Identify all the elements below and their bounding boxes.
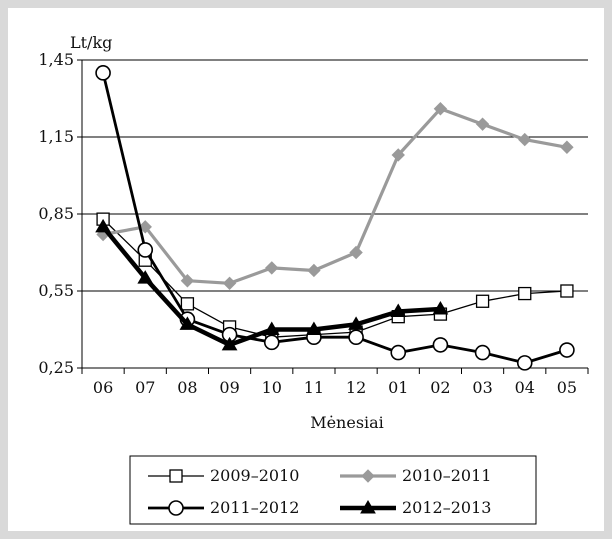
x-tick-label: 12 [346, 378, 366, 397]
data-point [560, 284, 574, 298]
legend-label: 2010–2011 [402, 466, 491, 485]
legend-swatch-marker [168, 500, 184, 516]
series-1 [96, 212, 574, 344]
legend-item: 2009–2010 [148, 466, 299, 485]
data-point [137, 270, 154, 284]
series-line [102, 107, 568, 285]
data-point [475, 117, 490, 131]
data-point [474, 344, 491, 361]
data-point [138, 220, 152, 234]
x-axis-label: Mėnesiai [310, 413, 384, 432]
data-point [390, 344, 407, 361]
y-tick-label: 1,45 [38, 50, 74, 69]
legend-label: 2009–2010 [210, 466, 299, 485]
data-point [432, 337, 449, 353]
series-3 [95, 65, 575, 371]
series-line [102, 218, 567, 338]
y-tick-label: 0,55 [38, 281, 74, 300]
data-point [180, 297, 195, 311]
y-tick-label: 0,25 [38, 358, 74, 377]
legend-swatch-marker [361, 469, 375, 483]
legend-item: 2012–2013 [340, 498, 491, 517]
x-tick-label: 03 [472, 378, 492, 397]
data-point [559, 342, 575, 358]
data-point [348, 329, 364, 346]
y-axis-label: Lt/kg [70, 33, 112, 52]
data-point [179, 316, 196, 330]
data-point [180, 274, 195, 288]
legend-item: 2010–2011 [340, 466, 491, 485]
x-tick-label: 05 [557, 378, 577, 397]
y-tick-label: 1,15 [38, 127, 74, 146]
series-4 [95, 218, 449, 351]
data-point [391, 148, 405, 162]
data-point [518, 132, 532, 147]
data-point [306, 321, 322, 335]
grid-lines [82, 59, 588, 292]
x-tick-label: 06 [93, 378, 113, 397]
data-point [390, 303, 407, 318]
data-point [475, 294, 490, 308]
line-chart: Lt/kg Mėnesiai 1,45 1,15 0,85 0,55 0,25 06 07… [38, 33, 589, 525]
legend-label: 2012–2013 [402, 498, 491, 517]
legend: 2009–2010 2010–2011 2011–2012 2012–2013 [129, 455, 537, 525]
x-tick-labels: 06 07 08 09 10 11 12 01 02 03 04 05 [93, 378, 577, 397]
data-point [137, 242, 154, 258]
chart-panel: Lt/kg Mėnesiai 1,45 1,15 0,85 0,55 0,25 06 07… [8, 8, 604, 531]
data-point [265, 261, 279, 275]
data-point [433, 102, 448, 116]
x-tick-label: 10 [262, 378, 282, 397]
data-point [518, 286, 532, 301]
series-lines [95, 65, 575, 371]
axes [77, 59, 589, 374]
x-tick-label: 09 [219, 378, 239, 397]
legend-box [129, 455, 537, 525]
x-tick-label: 11 [304, 378, 324, 397]
series-line [101, 72, 568, 365]
legend-label: 2011–2012 [210, 498, 299, 517]
data-point [349, 245, 363, 260]
data-point [222, 276, 237, 291]
y-tick-label: 0,85 [38, 204, 74, 223]
data-point [432, 300, 449, 315]
data-point [348, 316, 364, 330]
x-tick-label: 07 [135, 378, 155, 397]
data-point [95, 65, 111, 81]
data-point [95, 218, 111, 233]
data-point [307, 263, 321, 278]
data-point [263, 321, 280, 335]
x-tick-label: 08 [177, 378, 197, 397]
data-point [263, 334, 280, 351]
legend-swatch-marker [360, 500, 376, 514]
y-tick-labels: 1,45 1,15 0,85 0,55 0,25 [38, 50, 74, 377]
x-tick-label: 04 [515, 378, 535, 397]
legend-swatch-marker [169, 469, 183, 483]
x-tick-label: 01 [388, 378, 408, 397]
legend-item: 2011–2012 [148, 498, 299, 517]
data-point [516, 355, 533, 371]
x-tick-label: 02 [430, 378, 450, 397]
series-2 [96, 102, 574, 291]
data-point [221, 336, 238, 351]
data-point [560, 140, 574, 154]
